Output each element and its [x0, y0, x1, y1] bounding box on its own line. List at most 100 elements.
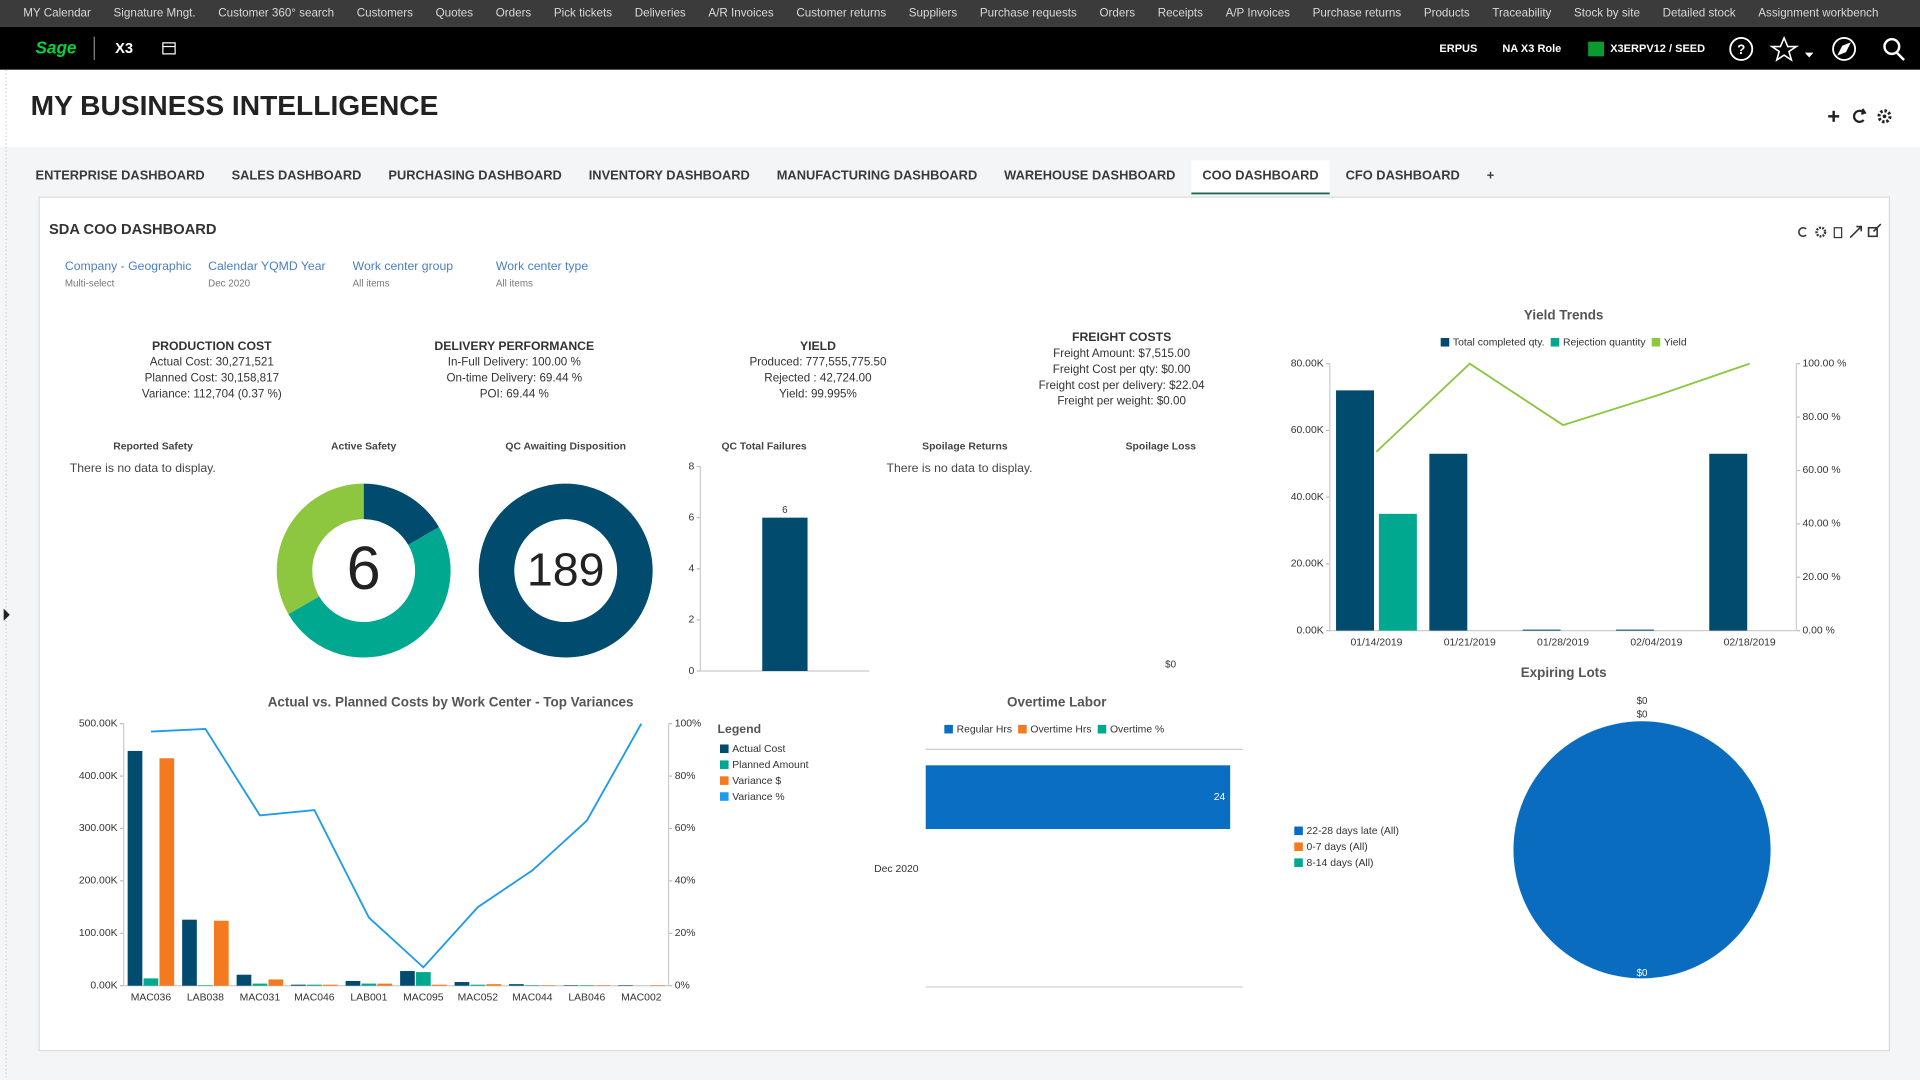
- legend-label: 0-7 days (All): [1307, 842, 1368, 853]
- bar: [454, 982, 470, 986]
- bar-value-label: 6: [782, 505, 788, 516]
- bar-value-label: 24: [1214, 792, 1226, 803]
- legend-label: Yield: [1664, 338, 1687, 349]
- endpoint[interactable]: X3ERPV12 / SEED: [1610, 43, 1705, 55]
- menu-item[interactable]: Customers: [357, 7, 413, 20]
- tab[interactable]: COO DASHBOARD: [1202, 168, 1318, 183]
- legend-label: Rejection quantity: [1563, 338, 1646, 349]
- menu-item[interactable]: Products: [1424, 7, 1470, 20]
- tab[interactable]: MANUFACTURING DASHBOARD: [777, 168, 977, 183]
- menu-item[interactable]: MY Calendar: [23, 7, 91, 20]
- filter-label[interactable]: Company - Geographic: [65, 259, 191, 273]
- legend-swatch: [1294, 858, 1303, 867]
- line-series: [1375, 362, 1750, 453]
- filter-value[interactable]: All items: [496, 279, 533, 290]
- y-tick-label: 0.00K: [1297, 625, 1324, 636]
- kpi-title: DELIVERY PERFORMANCE: [434, 339, 594, 353]
- bar: [486, 984, 502, 986]
- menu-item[interactable]: Receipts: [1158, 7, 1203, 20]
- kpi-line: Produced: 777,555,775.50: [749, 356, 887, 369]
- y2-tick-label: 100.00 %: [1802, 358, 1846, 369]
- filter-label[interactable]: Work center group: [353, 259, 454, 273]
- widget-title: Spoilage Returns: [922, 442, 1008, 453]
- menu-item[interactable]: Traceability: [1492, 7, 1551, 20]
- bar: [143, 978, 159, 986]
- tab[interactable]: PURCHASING DASHBOARD: [388, 168, 561, 183]
- y2-tick-label: 0%: [675, 980, 690, 991]
- page-refresh-icon[interactable]: [1852, 108, 1867, 123]
- menu-item[interactable]: A/P Invoices: [1226, 7, 1291, 20]
- x-tick-label: MAC002: [621, 993, 662, 1004]
- menu-item[interactable]: Suppliers: [909, 7, 958, 20]
- navigation-icon[interactable]: [1832, 37, 1857, 61]
- menu-item[interactable]: Detailed stock: [1663, 7, 1736, 20]
- filter-label[interactable]: Work center type: [496, 259, 588, 273]
- bar: [236, 974, 252, 986]
- menu-item[interactable]: Deliveries: [635, 7, 686, 20]
- menu-item[interactable]: Customer 360° search: [218, 7, 334, 20]
- tab[interactable]: ENTERPRISE DASHBOARD: [36, 168, 205, 183]
- page-add-icon[interactable]: [1828, 110, 1840, 122]
- side-toggle[interactable]: [3, 608, 10, 621]
- menu-item[interactable]: Purchase requests: [980, 7, 1077, 20]
- tab[interactable]: CFO DASHBOARD: [1346, 168, 1460, 183]
- menu-item[interactable]: Orders: [1100, 7, 1136, 20]
- y-tick-label: 4: [689, 564, 695, 575]
- help-icon[interactable]: ?: [1729, 37, 1754, 61]
- y-tick-label: 60.00K: [1291, 425, 1324, 436]
- bar: [400, 971, 415, 986]
- favorites-icon[interactable]: [1769, 35, 1814, 62]
- x-tick-label: LAB038: [187, 993, 224, 1004]
- search-icon[interactable]: [1883, 37, 1905, 61]
- bar: [361, 983, 377, 986]
- bar: [198, 985, 213, 986]
- legend-swatch: [1097, 724, 1107, 734]
- tab[interactable]: SALES DASHBOARD: [232, 168, 362, 183]
- calendar-icon[interactable]: [162, 42, 176, 55]
- kpi-line: Freight cost per delivery: $22.04: [1039, 379, 1206, 392]
- y-tick-label: 200.00K: [79, 876, 118, 887]
- svg-text:?: ?: [1737, 42, 1745, 57]
- filter-value[interactable]: Multi-select: [65, 279, 115, 290]
- bar: [322, 984, 338, 986]
- filter-label[interactable]: Calendar YQMD Year: [208, 259, 325, 273]
- y-tick-label: 300.00K: [79, 823, 118, 834]
- menu-item[interactable]: Orders: [496, 7, 532, 20]
- menu-item[interactable]: Pick tickets: [554, 7, 612, 20]
- role[interactable]: NA X3 Role: [1502, 43, 1561, 55]
- bar: [563, 985, 579, 986]
- folder[interactable]: ERPUS: [1439, 43, 1477, 55]
- legend-swatch: [720, 760, 729, 769]
- bar: [540, 985, 556, 986]
- bar: [377, 983, 393, 986]
- widget-title: Reported Safety: [113, 442, 193, 453]
- empty-message: There is no data to display.: [887, 461, 1033, 475]
- page-settings-icon[interactable]: [1877, 109, 1892, 124]
- tab[interactable]: INVENTORY DASHBOARD: [589, 168, 750, 183]
- x-tick-label: 02/04/2019: [1630, 638, 1682, 649]
- card-tools[interactable]: [1798, 223, 1882, 239]
- add-tab[interactable]: +: [1487, 168, 1495, 183]
- kpi-line: Freight Cost per qty: $0.00: [1053, 363, 1191, 376]
- menu-item[interactable]: A/R Invoices: [708, 7, 773, 20]
- kpi-line: Rejected : 42,724.00: [764, 371, 872, 384]
- y-tick-label: 8: [689, 461, 695, 472]
- line-series: [150, 723, 643, 969]
- filter-value[interactable]: Dec 2020: [208, 279, 250, 290]
- menu-item[interactable]: Stock by site: [1574, 7, 1640, 20]
- menu-item[interactable]: Signature Mngt.: [114, 7, 196, 20]
- x-tick-label: MAC036: [131, 993, 172, 1004]
- bar: [213, 920, 229, 986]
- menu-item[interactable]: Quotes: [436, 7, 474, 20]
- filter-value[interactable]: All items: [353, 279, 390, 290]
- menu-item[interactable]: Assignment workbench: [1758, 7, 1878, 20]
- menu-item[interactable]: Purchase returns: [1313, 7, 1402, 20]
- y2-tick-label: 20.00 %: [1802, 572, 1840, 583]
- menu-item[interactable]: Customer returns: [796, 7, 886, 20]
- bar: [416, 972, 431, 986]
- top-menu-bar: [0, 0, 1920, 27]
- product-name[interactable]: X3: [115, 41, 133, 57]
- tab[interactable]: WAREHOUSE DASHBOARD: [1004, 168, 1175, 183]
- brand-logo[interactable]: Sage: [36, 38, 77, 58]
